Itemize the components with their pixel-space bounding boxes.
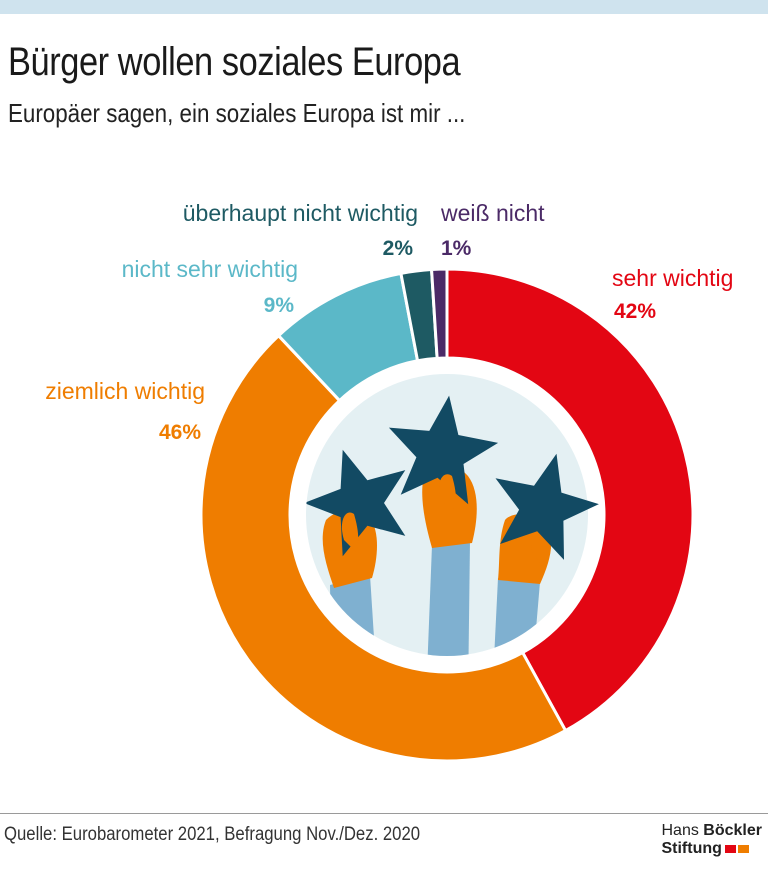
sleeve-middle	[426, 540, 470, 656]
label-value-0: 42%	[614, 300, 656, 323]
donut-slice-4	[429, 267, 449, 360]
thumb-left	[341, 512, 359, 552]
donut-slice-0	[445, 267, 695, 733]
footer-divider	[0, 813, 768, 814]
hans-boeckler-logo: Hans Böckler Stiftung	[661, 822, 762, 858]
label-category-2: nicht sehr wichtig	[122, 256, 298, 282]
top-accent-bar	[0, 0, 768, 14]
label-category-4: weiß nicht	[440, 200, 545, 226]
donut-slice-1	[199, 333, 568, 763]
logo-orange-square	[737, 844, 749, 853]
source-note: Quelle: Eurobarometer 2021, Befragung No…	[4, 824, 421, 845]
label-category-1: ziemlich wichtig	[45, 378, 205, 404]
star-middle	[388, 395, 499, 505]
logo-word-hans: Hans	[661, 822, 699, 839]
star-right	[495, 453, 599, 560]
logo-word-boeckler: Böckler	[703, 822, 762, 839]
logo-red-square	[724, 844, 736, 853]
label-value-4: 1%	[441, 237, 472, 260]
label-value-2: 9%	[264, 294, 295, 317]
chart-title: Bürger wollen soziales Europa	[8, 40, 461, 84]
star-left	[306, 449, 406, 557]
label-value-3: 2%	[383, 237, 414, 260]
label-category-3: überhaupt nicht wichtig	[183, 200, 418, 226]
thumb-middle	[438, 474, 456, 512]
label-category-0: sehr wichtig	[612, 265, 733, 291]
label-value-1: 46%	[159, 421, 201, 444]
chart-subtitle: Europäer sagen, ein soziales Europa ist …	[8, 98, 466, 128]
logo-word-stiftung: Stiftung	[661, 840, 722, 857]
thumb-right	[530, 528, 547, 566]
